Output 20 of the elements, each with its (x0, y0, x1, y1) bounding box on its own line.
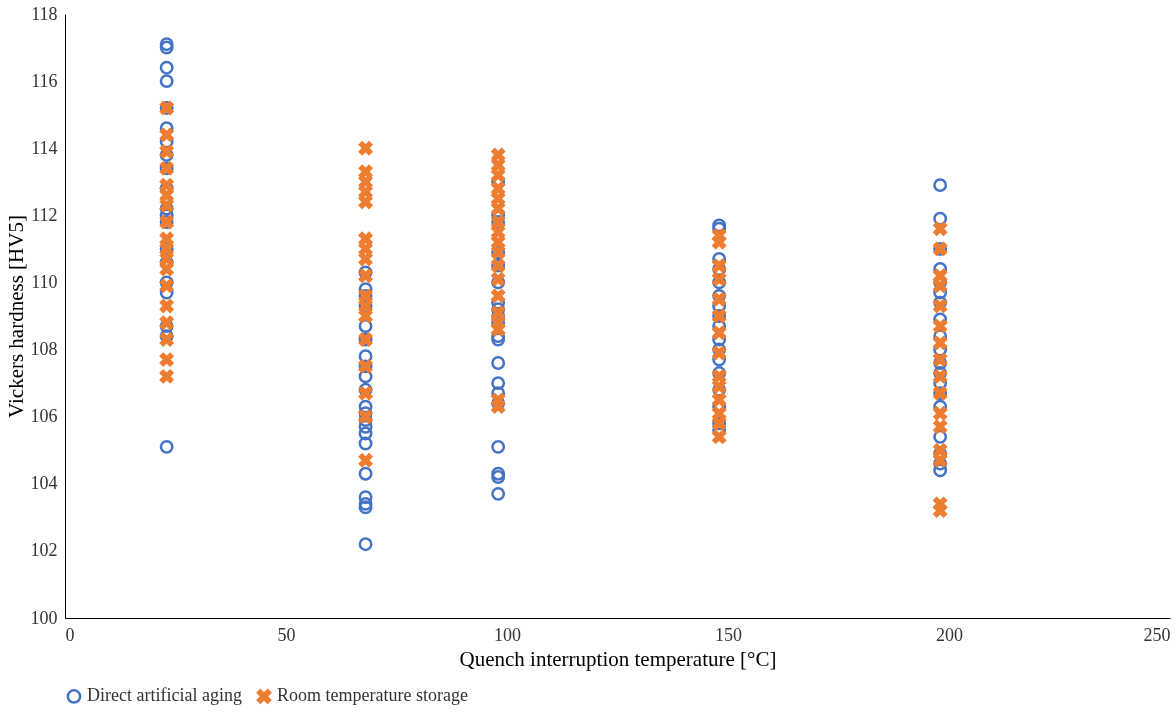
x-axis-title: Quench interruption temperature [°C] (459, 646, 777, 671)
y-tick-label: 106 (30, 406, 58, 427)
legend-label: Direct artificial aging (87, 685, 242, 706)
y-tick-label: 110 (31, 271, 58, 292)
x-tick-label: 250 (1143, 624, 1171, 645)
y-tick-label: 116 (31, 70, 58, 91)
y-tick-label: 112 (31, 204, 58, 225)
x-tick-label: 50 (277, 624, 296, 645)
y-tick-label: 100 (30, 607, 58, 628)
y-axis-title: Vickers hardness [HV5] (3, 215, 28, 418)
y-tick-label: 102 (30, 540, 58, 561)
x-tick-label: 100 (494, 624, 521, 645)
y-tick-label: 108 (30, 339, 58, 360)
x-tick-label: 150 (715, 624, 742, 645)
x-tick-label: 200 (936, 624, 963, 645)
legend-label: Room temperature storage (277, 685, 468, 706)
x-tick-label: 0 (65, 624, 75, 645)
y-tick-label: 118 (31, 3, 58, 24)
y-tick-label: 114 (31, 137, 58, 158)
y-tick-label: 104 (30, 473, 58, 494)
